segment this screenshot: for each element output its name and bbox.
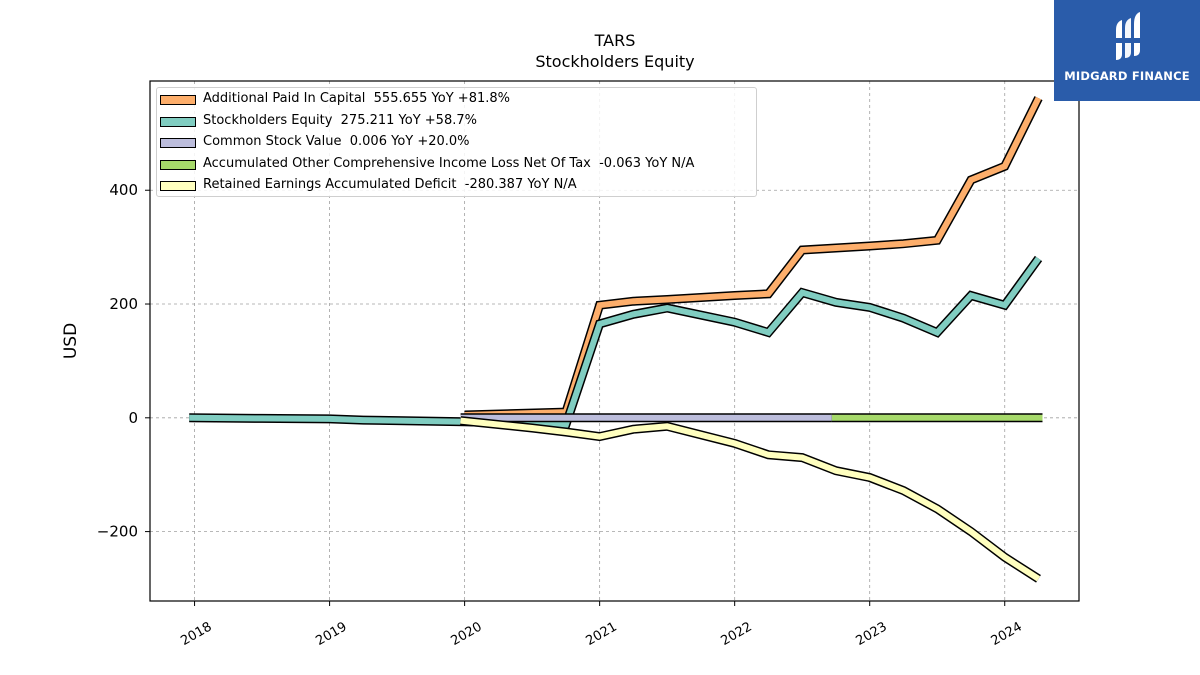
x-axis: 2018 2019 2020 2021 2022 2023 2024 [178,601,1025,649]
x-tick-label: 2024 [989,619,1025,649]
x-tick-label: 2018 [178,619,214,649]
y-axis: −200 0 200 400 [97,181,150,541]
y-tick-label: 200 [109,295,138,313]
y-tick-label: 400 [109,181,138,199]
legend-label: Additional Paid In Capital 555.655 YoY +… [203,91,510,106]
legend-item: Accumulated Other Comprehensive Income L… [157,155,757,175]
x-tick-label: 2020 [448,619,484,649]
series-line-4 [460,417,1041,582]
chart-subtitle: Stockholders Equity [535,52,695,71]
legend: Additional Paid In Capital 555.655 YoY +… [156,87,757,197]
legend-swatch [160,95,196,105]
brand-logo: MIDGARD FINANCE [1054,0,1200,101]
series-line-1 [189,256,1041,428]
x-tick-label: 2019 [313,619,349,649]
series-outline [460,416,1041,583]
legend-item: Common Stock Value 0.006 YoY +20.0% [157,133,757,153]
legend-swatch [160,181,196,191]
legend-item: Retained Earnings Accumulated Deficit -2… [157,176,757,196]
legend-label: Stockholders Equity 275.211 YoY +58.7% [203,112,477,128]
legend-label: Retained Earnings Accumulated Deficit -2… [203,177,577,192]
series-outline [189,255,1043,430]
series-line-0 [464,96,1042,418]
x-tick-label: 2022 [719,619,755,649]
series-layer [189,96,1043,583]
y-tick-label: −200 [97,523,138,541]
logo-text: MIDGARD FINANCE [1064,69,1190,83]
legend-item: Stockholders Equity 275.211 YoY +58.7% [157,112,757,132]
plot-frame [149,80,1080,602]
legend-label: Accumulated Other Comprehensive Income L… [203,155,695,171]
x-tick-label: 2021 [583,619,619,649]
legend-swatch [160,159,196,170]
x-tick-label: 2023 [854,619,890,649]
legend-item: Additional Paid In Capital 555.655 YoY +… [157,90,757,110]
y-axis-label: USD [61,323,81,359]
legend-swatch [160,116,196,127]
midgard-logo-icon [1114,12,1142,60]
legend-swatch [160,138,196,148]
legend-label: Common Stock Value 0.006 YoY +20.0% [203,134,470,149]
y-tick-label: 0 [128,409,138,427]
chart-title: TARS [594,31,636,50]
